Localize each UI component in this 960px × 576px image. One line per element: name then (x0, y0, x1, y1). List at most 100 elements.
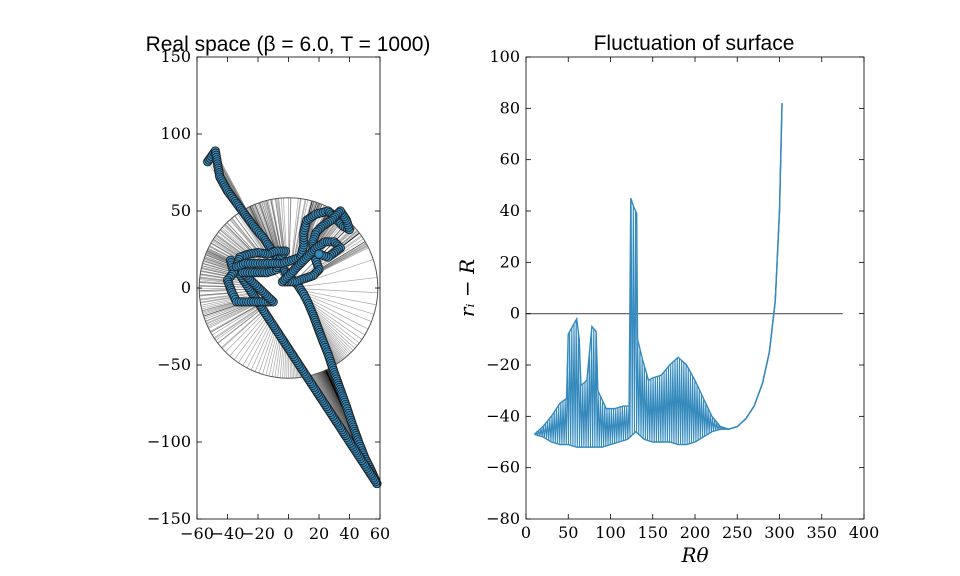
radial-ray (246, 321, 272, 369)
radial-ray (199, 278, 246, 284)
right-x-tick-label: 250 (722, 523, 753, 542)
right-x-tick-label: 400 (849, 523, 880, 542)
right-y-axis-label: rᵢ − R (455, 259, 479, 317)
real-space-panel: Real space (β = 6.0, T = 1000) −60−40−20… (146, 33, 431, 543)
right-y-tick-label: 80 (500, 98, 520, 117)
real-space-title: Real space (β = 6.0, T = 1000) (146, 33, 431, 56)
radial-ray (217, 232, 247, 256)
radial-ray (229, 219, 259, 253)
radial-ray (318, 241, 366, 270)
radial-ray (269, 199, 282, 252)
radial-ray (199, 292, 233, 296)
radial-ray (201, 299, 236, 308)
right-y-tick-label: 100 (489, 47, 520, 66)
radial-ray (298, 277, 378, 288)
radial-ray (275, 198, 284, 252)
left-x-ticks: −60−40−20 0 20 40 60 (180, 57, 390, 543)
radial-ray (199, 288, 250, 291)
left-x-tick-label: −40 (211, 524, 245, 543)
fluctuation-panel: Fluctuation of surface 0 50 100 150 200 250 30… (455, 32, 879, 567)
radial-ray (199, 294, 234, 300)
radial-ray (229, 313, 267, 357)
left-x-tick-label: −20 (241, 524, 275, 543)
radial-ray (199, 285, 249, 288)
radial-ray (304, 296, 369, 330)
radial-ray (265, 331, 278, 376)
radial-ray (199, 281, 247, 286)
radial-ray (250, 323, 273, 371)
fluctuation-oscillation (534, 121, 783, 448)
radial-ray (264, 200, 279, 252)
radial-ray (199, 276, 228, 281)
radial-ray (220, 229, 250, 255)
right-y-tick-label: 40 (500, 201, 520, 220)
radial-ray (300, 288, 378, 294)
right-y-ticks: −80 −60 −40 −20 0 20 40 60 80 100 (486, 47, 864, 528)
radial-ray (301, 290, 377, 306)
radial-ray (231, 217, 261, 254)
radial-ray (259, 202, 277, 252)
radial-ray (315, 243, 367, 273)
radial-ray (293, 199, 306, 260)
radial-ray (234, 215, 263, 254)
radial-ray (222, 227, 252, 254)
right-y-tick-label: 0 (510, 304, 520, 323)
radial-ray (280, 198, 286, 252)
radial-ray (242, 319, 270, 366)
left-y-tick-label: −150 (147, 509, 191, 528)
radial-ray (199, 290, 232, 293)
radial-ray (262, 329, 277, 375)
fluctuation-title: Fluctuation of surface (594, 32, 795, 55)
radial-ray (303, 293, 372, 322)
left-y-tick-label: −100 (147, 432, 191, 451)
right-y-tick-label: 60 (500, 150, 520, 169)
radial-ray (317, 242, 367, 272)
lower-envelope-line (534, 103, 783, 448)
radial-ray (254, 325, 274, 372)
radial-ray (226, 222, 256, 254)
radial-ray (200, 294, 254, 306)
right-x-tick-label: 50 (558, 523, 578, 542)
radial-ray (202, 263, 234, 273)
radial-ray (221, 310, 264, 348)
radial-ray (225, 312, 265, 353)
right-y-tick-label: −80 (486, 509, 520, 528)
radial-ray (199, 290, 251, 296)
left-y-tick-label: 50 (171, 201, 191, 220)
radial-ray (309, 305, 358, 347)
left-x-tick-label: 20 (309, 524, 329, 543)
right-y-tick-label: −60 (486, 458, 520, 477)
right-x-tick-label: 100 (595, 523, 626, 542)
left-y-tick-label: 0 (181, 278, 191, 297)
right-x-axis-label: Rθ (680, 543, 708, 567)
left-y-tick-label: 100 (160, 124, 191, 143)
radial-ray (215, 234, 245, 256)
radial-ray (209, 301, 264, 332)
radial-ray (201, 266, 233, 275)
right-x-ticks: 0 50 100 150 200 250 300 350 400 (521, 57, 879, 542)
surface-point (314, 249, 324, 259)
radial-ray (212, 239, 240, 258)
radial-ray (217, 308, 263, 344)
radial-ray (258, 327, 276, 374)
left-x-tick-label: −60 (180, 524, 214, 543)
radial-ray (224, 224, 254, 254)
right-x-tick-label: 350 (806, 523, 837, 542)
radial-ray (306, 300, 363, 340)
radial-ray (271, 335, 281, 377)
radial-ray (200, 271, 244, 280)
right-plot-frame (525, 56, 865, 520)
radial-ray (213, 306, 262, 339)
radial-ray (305, 298, 366, 336)
left-x-tick-label: 60 (370, 524, 390, 543)
radial-ray (302, 291, 375, 315)
radial-ray (210, 243, 240, 260)
left-x-tick-label: 40 (339, 524, 359, 543)
radial-ray (268, 333, 279, 377)
radial-ray (199, 285, 230, 287)
surface-points (203, 146, 382, 489)
radial-ray (200, 274, 245, 282)
radial-ray (291, 198, 299, 261)
left-y-ticks: −150 −100 −50 0 50 100 150 (147, 47, 380, 528)
